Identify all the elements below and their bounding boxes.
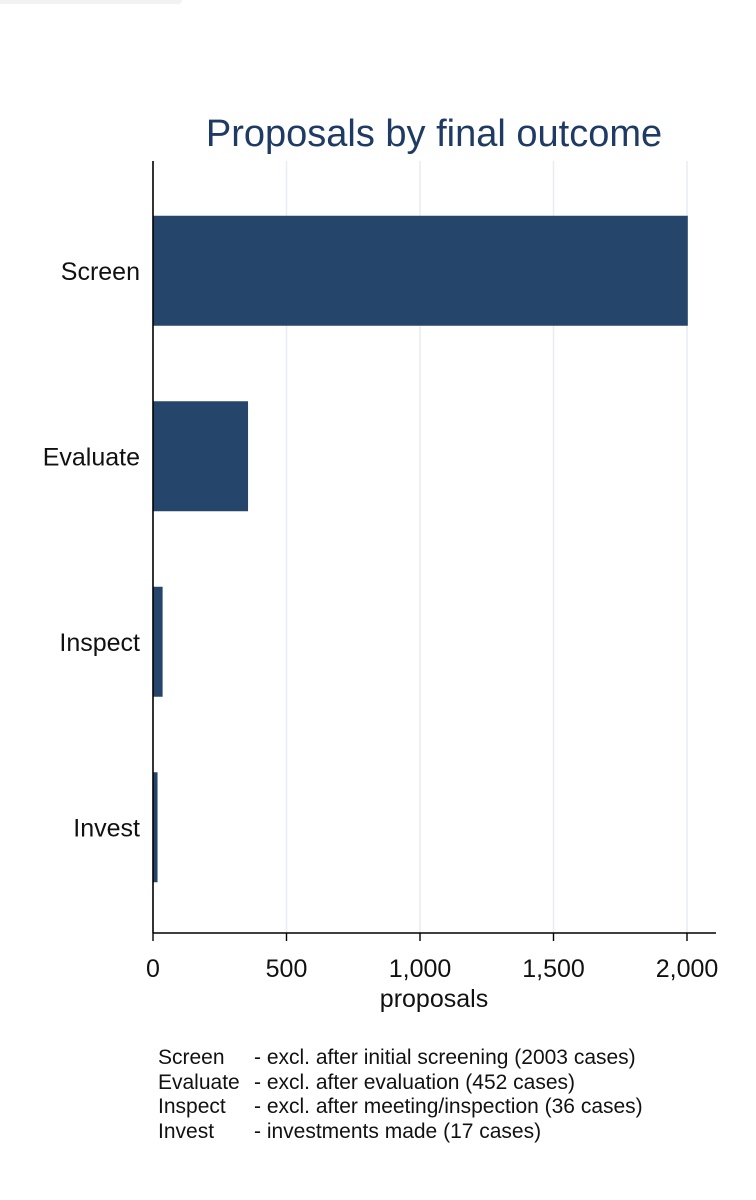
note-category: Screen [158, 1046, 225, 1069]
y-tick-label: Inspect [59, 629, 140, 657]
x-tick-label: 1,500 [522, 955, 585, 983]
note-text: - excl. after evaluation (452 cases) [254, 1070, 575, 1094]
y-tick-label: Evaluate [43, 443, 140, 471]
note-line: Screen - excl. after initial screening (2… [158, 1046, 643, 1071]
x-tick-labels: 0 500 1,000 1,500 2,000 [146, 933, 718, 983]
note-category: Invest [158, 1119, 215, 1143]
chart-title: Proposals by final outcome [206, 113, 662, 155]
bar-chart: Proposals by final outcome Screen Evaluat… [43, 113, 719, 1013]
note-category: Evaluate [158, 1070, 240, 1094]
top-strip [0, 0, 182, 4]
bar-invest [153, 772, 158, 883]
bar-evaluate [153, 401, 249, 512]
note-line: Evaluate - excl. after evaluation (452 ca… [158, 1071, 643, 1096]
x-tick-label: 0 [146, 955, 160, 983]
axes [152, 161, 716, 934]
y-tick-label: Invest [73, 814, 140, 842]
x-tick-label: 2,000 [656, 955, 719, 983]
category-notes: Screen - excl. after initial screening (2… [158, 1046, 643, 1144]
note-text: - excl. after meeting/inspection (36 cas… [254, 1095, 643, 1118]
bar-screen [153, 215, 688, 326]
x-axis-label: proposals [380, 985, 488, 1013]
x-tick-label: 500 [266, 955, 308, 983]
bars [153, 215, 688, 883]
y-tick-labels: Screen Evaluate Inspect Invest [43, 258, 140, 843]
note-line: Inspect - excl. after meeting/inspection … [158, 1095, 643, 1120]
note-category: Inspect [158, 1095, 226, 1118]
x-tick-label: 1,000 [389, 955, 452, 983]
note-line: Invest - investments made (17 cases) [158, 1120, 643, 1145]
note-text: - investments made (17 cases) [254, 1119, 542, 1143]
bar-inspect [153, 586, 163, 697]
note-text: - excl. after initial screening (2003 ca… [254, 1046, 636, 1069]
y-tick-label: Screen [61, 258, 140, 286]
